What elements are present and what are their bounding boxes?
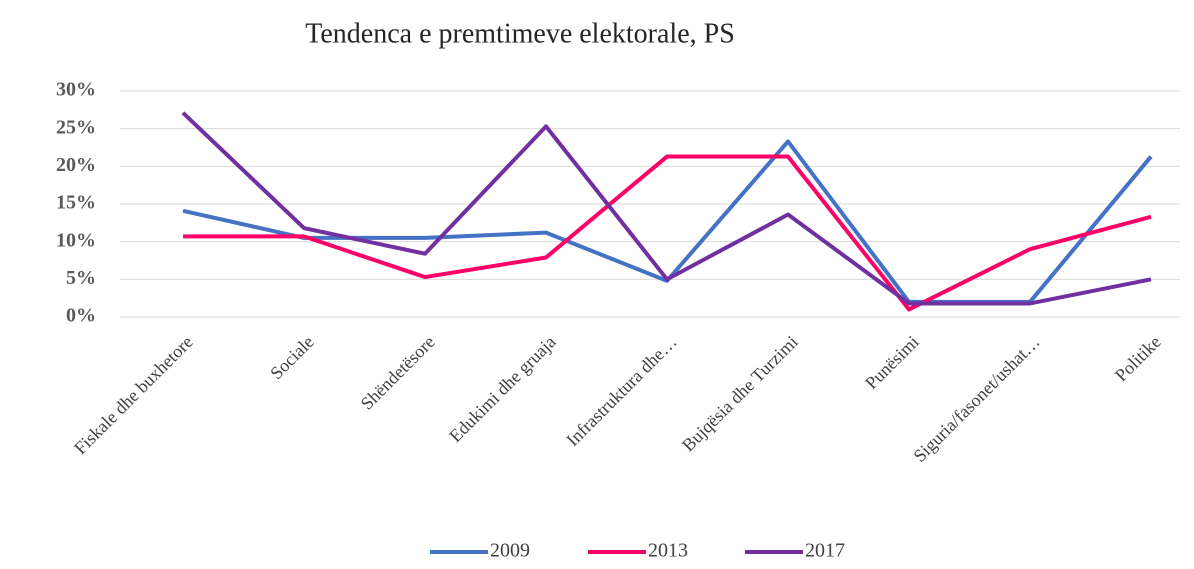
x-tick-label: Siguria/fasonet/ushat…	[909, 332, 1043, 466]
series-line	[183, 154, 1152, 312]
y-tick-label: 15%	[56, 192, 96, 214]
y-tick-label: 25%	[56, 116, 96, 138]
x-tick-label: Sociale	[266, 332, 318, 384]
x-tick-label: Punësimi	[861, 332, 923, 394]
x-tick-label: Bujqësia dhe Turzimi	[678, 332, 802, 456]
y-tick-label: 20%	[56, 154, 96, 176]
y-tick-label: 30%	[56, 79, 96, 101]
legend-label: 2013	[648, 540, 688, 562]
legend-label: 2009	[490, 540, 530, 562]
x-tick-label: Shëndetësore	[357, 332, 439, 414]
y-tick-label: 5%	[66, 267, 96, 289]
y-tick-label: 0%	[66, 305, 96, 327]
x-tick-label: Fiskale dhe buxhetore	[70, 332, 197, 459]
y-tick-label: 10%	[56, 229, 96, 251]
series-line	[181, 111, 1152, 306]
x-tick-label: Politike	[1111, 332, 1165, 386]
chart-title: Tendenca e premtimeve elektorale, PS	[305, 18, 735, 49]
legend-label: 2017	[805, 540, 845, 562]
x-tick-label: Edukimi dhe gruaja	[445, 332, 560, 447]
x-tick-label: Infrastruktura dhe…	[562, 332, 680, 450]
